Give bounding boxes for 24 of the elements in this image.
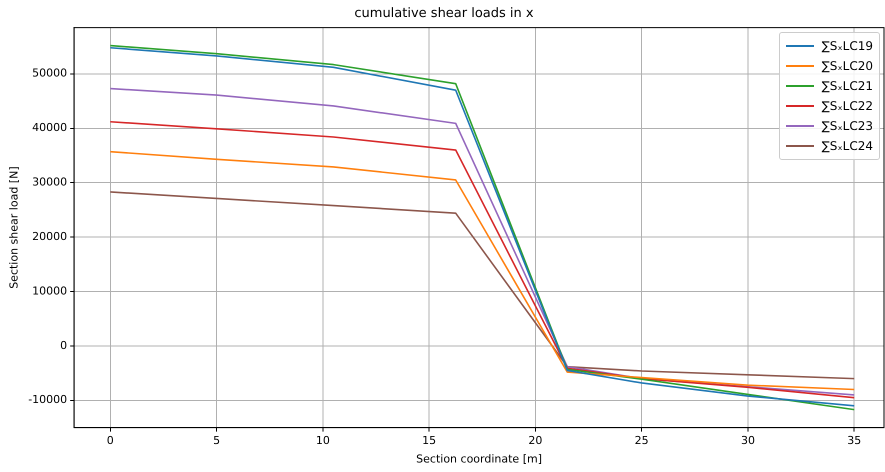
legend-label: ∑SₓLC22 [822,98,873,113]
legend-label: ∑SₓLC23 [822,118,873,133]
y-tick-label: 20000 [32,230,68,243]
x-tick-label: 20 [528,434,542,448]
x-tick-label: 15 [422,434,436,448]
legend-label: ∑SₓLC20 [822,58,873,73]
x-tick-label: 5 [213,434,220,448]
legend-label: ∑SₓLC21 [822,78,873,93]
x-tick-label: 10 [316,434,330,448]
y-tick-label: 50000 [32,66,68,80]
x-axis-title: Section coordinate [m] [416,452,542,466]
x-tick-label: 0 [106,434,114,448]
y-tick-label: 0 [60,338,68,352]
y-axis-title: Section shear load [N] [7,166,20,289]
x-tick-label: 30 [740,434,755,448]
x-tick-label: 35 [847,434,862,448]
y-tick-label: -10000 [28,393,68,406]
x-tick-label: 25 [634,434,649,448]
legend-label: ∑SₓLC19 [822,38,873,53]
legend-label: ∑SₓLC24 [822,138,873,153]
chart-title: cumulative shear loads in x [354,6,534,22]
y-tick-label: 10000 [32,284,68,298]
y-tick-label: 40000 [32,121,68,134]
y-tick-label: 30000 [32,176,68,189]
